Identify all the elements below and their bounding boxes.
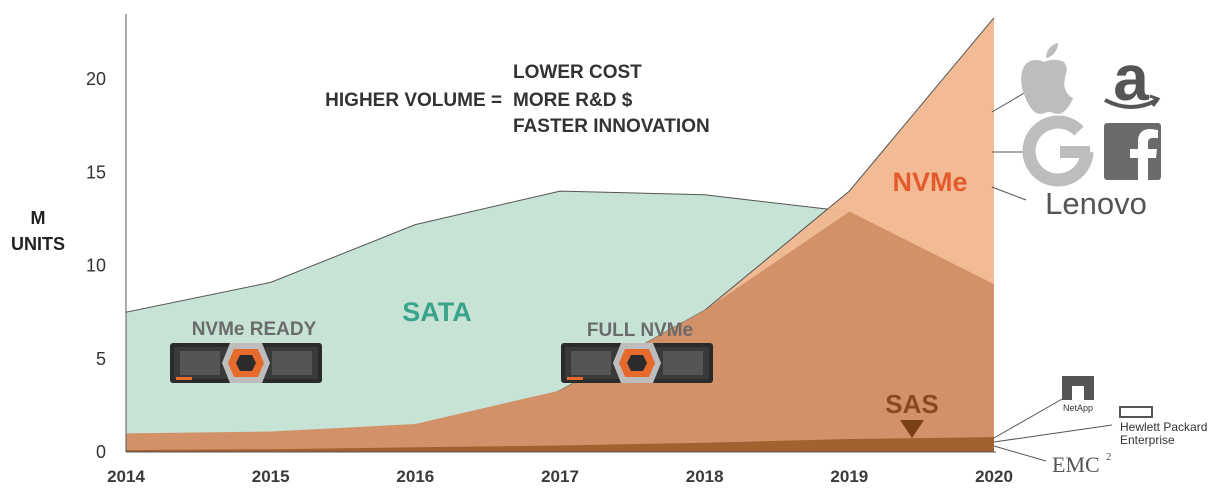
y-tick-labels: 0 5 10 15 20 xyxy=(86,69,106,462)
x-tick-2020: 2020 xyxy=(975,467,1013,486)
y-tick-5: 5 xyxy=(96,349,106,369)
headline-line-2: MORE R&D $ xyxy=(513,90,633,111)
y-axis-label-line-1: M xyxy=(31,208,46,228)
series-label-sas: SAS xyxy=(885,389,938,419)
x-tick-2018: 2018 xyxy=(686,467,724,486)
x-tick-2017: 2017 xyxy=(541,467,579,486)
netapp-logo-icon xyxy=(1062,376,1094,400)
x-tick-2014: 2014 xyxy=(107,467,145,486)
headline-line-1: LOWER COST xyxy=(513,62,642,83)
hpe-logo-icon xyxy=(1119,406,1153,418)
vendor-emc-superscript: 2 xyxy=(1106,451,1112,463)
y-tick-0: 0 xyxy=(96,442,106,462)
facebook-logo-icon xyxy=(1104,123,1161,180)
x-tick-2015: 2015 xyxy=(252,467,290,486)
headline-left: HIGHER VOLUME = xyxy=(325,90,502,111)
x-tick-2019: 2019 xyxy=(830,467,868,486)
callout-nvme-ready: NVMe READY xyxy=(192,319,317,340)
vendor-hpe-line-1: Hewlett Packard xyxy=(1120,420,1207,434)
y-axis-label-line-2: UNITS xyxy=(11,234,65,254)
apple-logo-icon xyxy=(1021,43,1073,114)
callout-full-nvme: FULL NVMe xyxy=(587,320,693,341)
amazon-logo-icon: a xyxy=(1104,42,1161,114)
area-base-3 xyxy=(126,437,994,452)
storage-array-icon xyxy=(561,343,713,383)
sas-pointer-arrow xyxy=(900,420,924,438)
x-tick-2016: 2016 xyxy=(396,467,434,486)
series-label-sata: SATA xyxy=(402,297,472,327)
area-sas-2 xyxy=(126,211,994,452)
headline-line-3: FASTER INNOVATION xyxy=(513,116,710,137)
series-label-nvme: NVMe xyxy=(892,167,967,197)
y-tick-15: 15 xyxy=(86,162,106,182)
x-tick-labels: 2014 2015 2016 2017 2018 2019 2020 xyxy=(107,467,1013,486)
vendor-emc: EMC xyxy=(1052,452,1100,477)
svg-text:a: a xyxy=(1113,42,1149,114)
vendor-hpe-line-2: Enterprise xyxy=(1120,433,1175,447)
google-logo-icon xyxy=(1022,115,1094,187)
vendor-connectors xyxy=(991,91,1113,462)
vendor-lenovo: Lenovo xyxy=(1045,186,1147,221)
y-tick-10: 10 xyxy=(86,256,106,276)
y-tick-20: 20 xyxy=(86,69,106,89)
vendor-netapp: NetApp xyxy=(1063,403,1093,413)
storage-array-icon xyxy=(170,343,322,383)
chart-areas xyxy=(125,17,995,453)
